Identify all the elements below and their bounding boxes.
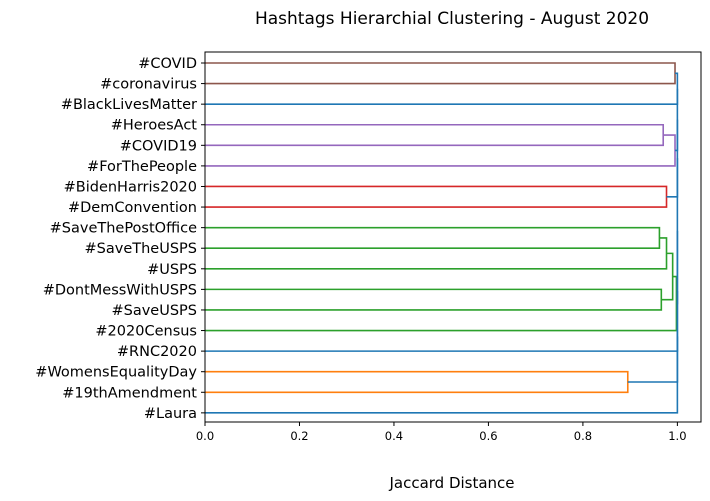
leaf-labels: #COVID #coronavirus #BlackLivesMatter #Hero… (35, 56, 205, 422)
leaf-label: #SaveThePostOffice (50, 221, 197, 237)
leaf-label: #COVID (138, 56, 197, 72)
dendrogram-link-2 (205, 134, 676, 167)
x-tick-label: 1.0 (668, 429, 686, 443)
chart-title: Hashtags Hierarchial Clustering - August… (255, 9, 649, 29)
x-tick-label: 0.4 (385, 429, 403, 443)
leaf-label: #SaveUSPS (111, 303, 197, 319)
dendrogram-link-6 (205, 288, 663, 311)
leaf-label: #ForThePeople (87, 159, 197, 175)
leaf-label: #RNC2020 (117, 344, 197, 360)
leaf-label: #BidenHarris2020 (64, 179, 197, 195)
x-tick-label: 0.6 (479, 429, 497, 443)
plot-frame (204, 51, 702, 423)
dendrogram-link-0 (205, 62, 676, 85)
dendrogram-links (205, 62, 679, 414)
dendrogram-link-3 (205, 185, 668, 208)
dendrogram-link-10 (205, 72, 679, 105)
leaf-label: #BlackLivesMatter (61, 97, 197, 113)
x-axis-label: Jaccard Distance (388, 474, 514, 492)
dendrogram-link-8 (205, 275, 678, 332)
dendrogram-link-16 (205, 336, 679, 414)
leaf-label: #19thAmendment (62, 385, 197, 401)
x-tick-label: 0.0 (196, 429, 214, 443)
leaf-label: #2020Census (95, 324, 197, 340)
leaf-label: #USPS (147, 262, 197, 278)
leaf-label: #coronavirus (100, 77, 197, 93)
leaf-label: #Laura (144, 406, 197, 422)
dendrogram-link-15 (627, 290, 679, 383)
dendrogram-link-9 (205, 370, 629, 394)
x-tick-label: 0.2 (290, 429, 308, 443)
x-axis-ticks: 0.0 0.2 0.4 0.6 0.8 1.0 (196, 422, 687, 443)
leaf-label: #DontMessWithUSPS (43, 282, 197, 298)
leaf-label: #HeroesAct (111, 118, 198, 134)
dendrogram-link-5 (205, 237, 668, 270)
dendrogram-link-4 (205, 226, 661, 250)
leaf-label: #DemConvention (68, 200, 197, 216)
x-tick-label: 0.8 (574, 429, 592, 443)
dendrogram-link-7 (661, 252, 674, 301)
leaf-label: #SaveTheUSPS (85, 241, 197, 257)
dendrogram-link-1 (205, 123, 665, 147)
leaf-label: #WomensEqualityDay (35, 365, 197, 381)
leaf-label: #COVID19 (120, 138, 197, 154)
